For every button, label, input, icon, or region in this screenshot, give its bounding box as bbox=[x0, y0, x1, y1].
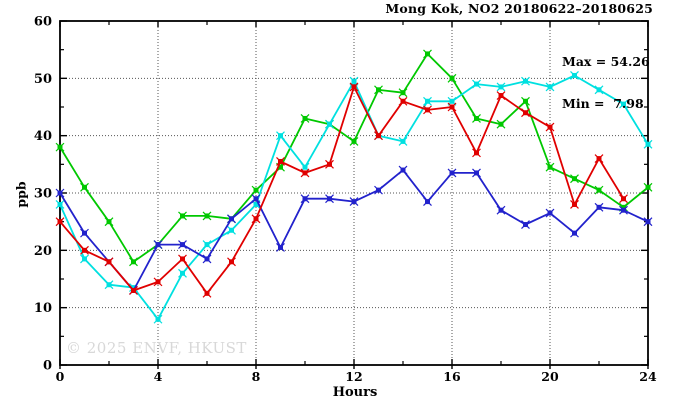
series-green-markers bbox=[55, 49, 653, 267]
x-axis-label: Hours bbox=[332, 385, 378, 400]
y-tick-label: 40 bbox=[34, 129, 52, 144]
y-tick-label: 30 bbox=[34, 187, 52, 202]
axis-ticks bbox=[59, 20, 649, 369]
tick-labels: 0 10 20 30 40 50 60 0 4 8 12 16 20 24 bbox=[34, 15, 657, 385]
stats-annotation: Max = 54.26 Min = 7.98 bbox=[562, 27, 650, 139]
chart-title: Mong Kok, NO2 20180622–20180625 bbox=[385, 1, 653, 16]
y-tick-label: 20 bbox=[34, 244, 52, 259]
gridlines bbox=[60, 21, 648, 365]
x-tick-label: 20 bbox=[541, 369, 559, 384]
series-red bbox=[55, 82, 628, 298]
series-red-markers bbox=[55, 82, 628, 298]
y-tick-label: 60 bbox=[34, 15, 52, 30]
min-value-label: Min = 7.98 bbox=[562, 96, 644, 111]
x-tick-label: 8 bbox=[252, 369, 261, 384]
series-red-line bbox=[59, 86, 625, 295]
y-tick-label: 0 bbox=[43, 359, 52, 374]
series-blue-markers bbox=[55, 165, 653, 295]
x-tick-label: 4 bbox=[154, 369, 163, 384]
y-axis-label: ppb bbox=[13, 181, 29, 208]
watermark-text: © 2025 ENVF, HKUST bbox=[66, 339, 247, 357]
series-blue bbox=[55, 165, 653, 295]
max-value-label: Max = 54.26 bbox=[562, 54, 650, 69]
y-tick-label: 50 bbox=[34, 72, 52, 87]
x-tick-label: 16 bbox=[443, 369, 461, 384]
x-tick-label: 12 bbox=[345, 369, 362, 384]
series-blue-line bbox=[59, 169, 649, 292]
y-tick-label: 10 bbox=[34, 301, 52, 316]
x-tick-label: 0 bbox=[56, 369, 65, 384]
x-tick-label: 24 bbox=[639, 369, 657, 384]
